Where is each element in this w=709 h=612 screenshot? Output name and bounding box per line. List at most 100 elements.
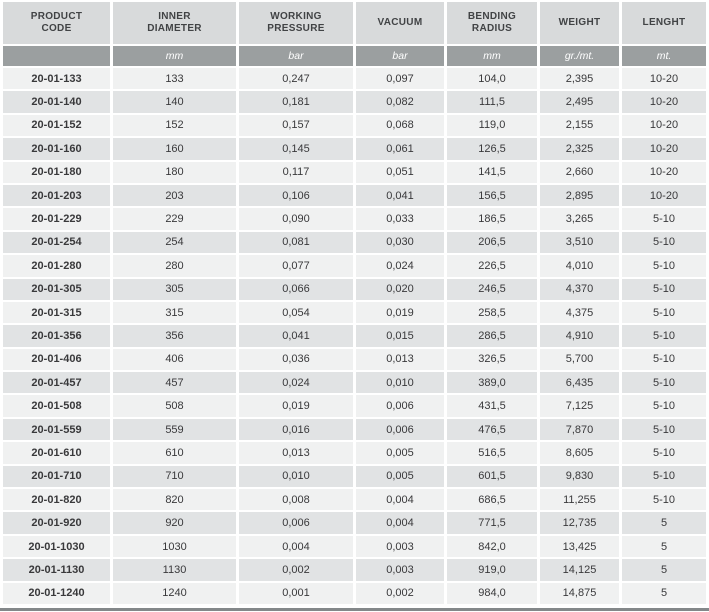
cell-vacuum: 0,010 xyxy=(356,372,444,394)
table-row: 20-01-920 920 0,006 0,004 771,5 12,735 5 xyxy=(3,512,706,534)
cell-inner-diameter: 406 xyxy=(113,348,236,371)
table-row: 20-01-406 406 0,036 0,013 326,5 5,700 5-10 xyxy=(3,348,706,371)
table-row: 20-01-1130 1130 0,002 0,003 919,0 14,125 5 xyxy=(3,559,706,581)
cell-inner-diameter: 315 xyxy=(113,301,236,324)
cell-working-pressure: 0,077 xyxy=(239,255,353,277)
cell-vacuum: 0,097 xyxy=(356,68,444,90)
cell-vacuum: 0,013 xyxy=(356,348,444,371)
table-row: 20-01-1240 1240 0,001 0,002 984,0 14,875 5 xyxy=(3,582,706,604)
cell-bending-radius: 141,5 xyxy=(447,161,537,183)
cell-bending-radius: 326,5 xyxy=(447,348,537,371)
cell-weight: 2,495 xyxy=(540,91,619,113)
cell-lenght: 10-20 xyxy=(622,91,706,113)
cell-working-pressure: 0,024 xyxy=(239,372,353,394)
cell-weight: 2,325 xyxy=(540,138,619,160)
cell-working-pressure: 0,145 xyxy=(239,138,353,160)
cell-inner-diameter: 160 xyxy=(113,138,236,160)
cell-lenght: 5-10 xyxy=(622,255,706,277)
cell-product-code: 20-01-1130 xyxy=(3,559,110,581)
cell-bending-radius: 226,5 xyxy=(447,255,537,277)
cell-product-code: 20-01-160 xyxy=(3,138,110,160)
cell-product-code: 20-01-180 xyxy=(3,161,110,183)
column-header-bending-radius: BENDING RADIUS xyxy=(447,2,537,44)
cell-vacuum: 0,004 xyxy=(356,489,444,511)
table-row: 20-01-305 305 0,066 0,020 246,5 4,370 5-10 xyxy=(3,278,706,300)
table-row: 20-01-280 280 0,077 0,024 226,5 4,010 5-10 xyxy=(3,255,706,277)
cell-lenght: 10-20 xyxy=(622,114,706,137)
cell-working-pressure: 0,001 xyxy=(239,582,353,604)
cell-bending-radius: 842,0 xyxy=(447,535,537,558)
cell-vacuum: 0,006 xyxy=(356,395,444,417)
cell-bending-radius: 186,5 xyxy=(447,208,537,230)
cell-weight: 6,435 xyxy=(540,372,619,394)
cell-lenght: 5-10 xyxy=(622,348,706,371)
cell-vacuum: 0,002 xyxy=(356,582,444,604)
cell-weight: 4,010 xyxy=(540,255,619,277)
table-row: 20-01-133 133 0,247 0,097 104,0 2,395 10-20 xyxy=(3,68,706,90)
cell-inner-diameter: 820 xyxy=(113,489,236,511)
cell-working-pressure: 0,090 xyxy=(239,208,353,230)
cell-lenght: 5-10 xyxy=(622,442,706,464)
column-header-working-pressure: WORKING PRESSURE xyxy=(239,2,353,44)
cell-vacuum: 0,019 xyxy=(356,301,444,324)
cell-working-pressure: 0,041 xyxy=(239,325,353,347)
cell-bending-radius: 126,5 xyxy=(447,138,537,160)
column-header-vacuum: VACUUM xyxy=(356,2,444,44)
cell-product-code: 20-01-820 xyxy=(3,489,110,511)
cell-bending-radius: 431,5 xyxy=(447,395,537,417)
cell-product-code: 20-01-305 xyxy=(3,278,110,300)
cell-working-pressure: 0,247 xyxy=(239,68,353,90)
cell-lenght: 5-10 xyxy=(622,489,706,511)
cell-inner-diameter: 710 xyxy=(113,465,236,488)
cell-inner-diameter: 180 xyxy=(113,161,236,183)
cell-bending-radius: 919,0 xyxy=(447,559,537,581)
cell-weight: 14,125 xyxy=(540,559,619,581)
cell-bending-radius: 389,0 xyxy=(447,372,537,394)
header-row: PRODUCT CODE INNER DIAMETER WORKING PRESSU… xyxy=(3,2,706,44)
cell-working-pressure: 0,016 xyxy=(239,418,353,441)
table-row: 20-01-710 710 0,010 0,005 601,5 9,830 5-10 xyxy=(3,465,706,488)
cell-working-pressure: 0,036 xyxy=(239,348,353,371)
cell-product-code: 20-01-508 xyxy=(3,395,110,417)
table-row: 20-01-1030 1030 0,004 0,003 842,0 13,425 5 xyxy=(3,535,706,558)
table-row: 20-01-254 254 0,081 0,030 206,5 3,510 5-10 xyxy=(3,231,706,254)
cell-weight: 3,265 xyxy=(540,208,619,230)
cell-bending-radius: 156,5 xyxy=(447,184,537,207)
cell-working-pressure: 0,081 xyxy=(239,231,353,254)
cell-working-pressure: 0,013 xyxy=(239,442,353,464)
cell-inner-diameter: 133 xyxy=(113,68,236,90)
cell-inner-diameter: 457 xyxy=(113,372,236,394)
cell-vacuum: 0,004 xyxy=(356,512,444,534)
unit-cell-bending-radius: mm xyxy=(447,46,537,66)
cell-vacuum: 0,068 xyxy=(356,114,444,137)
cell-lenght: 10-20 xyxy=(622,138,706,160)
cell-product-code: 20-01-254 xyxy=(3,231,110,254)
cell-working-pressure: 0,157 xyxy=(239,114,353,137)
cell-working-pressure: 0,006 xyxy=(239,512,353,534)
table-row: 20-01-457 457 0,024 0,010 389,0 6,435 5-10 xyxy=(3,372,706,394)
cell-lenght: 10-20 xyxy=(622,184,706,207)
cell-lenght: 5-10 xyxy=(622,301,706,324)
cell-weight: 4,370 xyxy=(540,278,619,300)
cell-inner-diameter: 280 xyxy=(113,255,236,277)
cell-weight: 4,910 xyxy=(540,325,619,347)
cell-inner-diameter: 356 xyxy=(113,325,236,347)
cell-working-pressure: 0,117 xyxy=(239,161,353,183)
table-row: 20-01-180 180 0,117 0,051 141,5 2,660 10-20 xyxy=(3,161,706,183)
cell-weight: 13,425 xyxy=(540,535,619,558)
cell-lenght: 5-10 xyxy=(622,208,706,230)
cell-lenght: 5 xyxy=(622,512,706,534)
table-row: 20-01-229 229 0,090 0,033 186,5 3,265 5-10 xyxy=(3,208,706,230)
cell-bending-radius: 111,5 xyxy=(447,91,537,113)
table-row: 20-01-508 508 0,019 0,006 431,5 7,125 5-10 xyxy=(3,395,706,417)
cell-lenght: 5-10 xyxy=(622,418,706,441)
table-row: 20-01-203 203 0,106 0,041 156,5 2,895 10-20 xyxy=(3,184,706,207)
cell-bending-radius: 476,5 xyxy=(447,418,537,441)
cell-lenght: 5 xyxy=(622,535,706,558)
cell-working-pressure: 0,066 xyxy=(239,278,353,300)
cell-weight: 2,155 xyxy=(540,114,619,137)
table-row: 20-01-356 356 0,041 0,015 286,5 4,910 5-10 xyxy=(3,325,706,347)
cell-bending-radius: 104,0 xyxy=(447,68,537,90)
